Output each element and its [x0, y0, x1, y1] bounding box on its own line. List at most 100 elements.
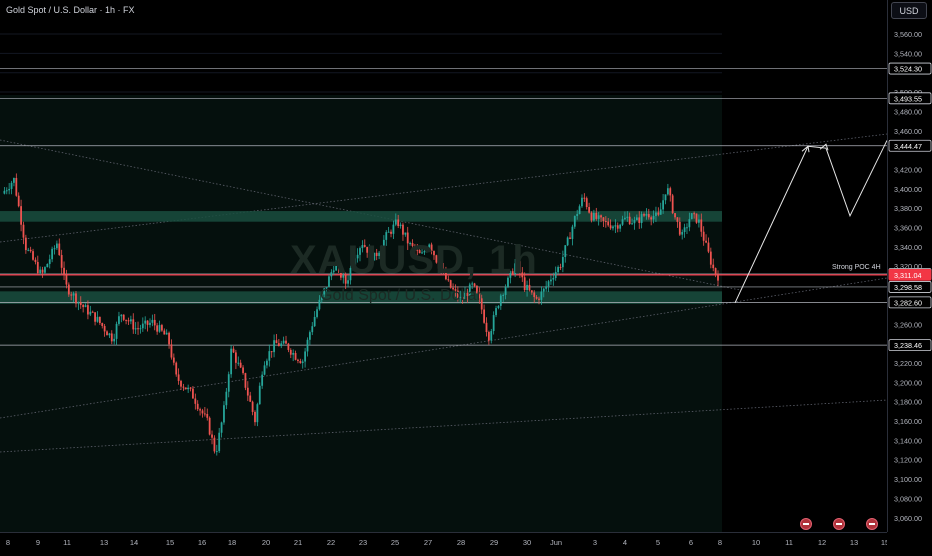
candle-body [89, 311, 92, 315]
candle-body [347, 280, 349, 284]
candle-body [542, 288, 545, 292]
candle-body [79, 302, 82, 305]
time-tick-label: 9 [36, 538, 40, 547]
level-price-label-box [888, 296, 932, 309]
candle-body [638, 217, 641, 223]
currency-button[interactable]: USD [891, 2, 927, 19]
candle-body [103, 326, 106, 332]
candle-body [397, 219, 400, 227]
time-axis[interactable]: 8 9 11 13 14 15 16 18 20 21 22 23 25 27 28 29 30 Jun 3 4 5 6 8… [0, 532, 889, 551]
candle-body [108, 333, 111, 336]
level-price-label: 3,311.04 [894, 271, 921, 280]
candle-body [170, 344, 173, 358]
candle-body [425, 249, 428, 252]
candle-body [528, 284, 531, 291]
candle-body [643, 214, 645, 216]
candle-body [335, 265, 338, 271]
candle-body [263, 365, 266, 375]
candle-body [225, 391, 228, 406]
candle-body [669, 188, 672, 196]
price-chart-canvas[interactable] [0, 0, 887, 532]
past-region-tint [0, 95, 722, 532]
candle-body [340, 266, 342, 278]
candle-body [600, 215, 602, 218]
symbol-title[interactable]: Gold Spot / U.S. Dollar · 1h · FX [6, 5, 135, 15]
candle-body [624, 217, 626, 220]
candle-body [13, 177, 15, 183]
candle-body [573, 216, 576, 227]
us-flag-event-icon[interactable] [866, 518, 878, 530]
candle-body [232, 348, 235, 353]
candle-body [323, 288, 326, 295]
candle-body [523, 277, 526, 291]
candle-body [418, 250, 421, 254]
candle-body [96, 316, 99, 322]
candle-body [390, 231, 392, 234]
candle-body [48, 259, 51, 264]
price-tick-label: 3,220.00 [894, 359, 922, 368]
price-tick-label: 3,540.00 [894, 49, 922, 58]
candle-body [688, 219, 691, 228]
candle-body [540, 291, 543, 300]
candle-body [32, 251, 34, 260]
name-watermark: Gold Spot / U.S. Dollar [320, 287, 482, 304]
poc-price-label-box [888, 268, 932, 281]
candle-body [702, 231, 705, 241]
candle-body [270, 351, 273, 353]
time-tick-label: 8 [6, 538, 10, 547]
candle-body [363, 245, 366, 247]
candle-body [34, 259, 37, 262]
candle-body [177, 374, 180, 381]
price-tick-label: 3,400.00 [894, 185, 922, 194]
candle-body [633, 220, 636, 224]
candle-body [492, 315, 495, 332]
candle-body [614, 225, 617, 227]
candle-body [454, 289, 457, 291]
candle-body [576, 214, 579, 217]
candle-body [659, 209, 662, 215]
time-tick-label: 10 [752, 538, 760, 547]
candle-body [683, 227, 686, 233]
us-flag-event-icon[interactable] [800, 518, 812, 530]
candle-body [440, 268, 443, 270]
candle-body [230, 348, 233, 375]
candle-body [301, 361, 304, 364]
us-flag-event-icon[interactable] [833, 518, 845, 530]
candle-body [609, 225, 612, 229]
candle-body [20, 206, 22, 225]
time-tick-label: 4 [623, 538, 627, 547]
candle-body [60, 255, 63, 268]
candle-body [569, 237, 571, 239]
candle-body [552, 277, 555, 280]
candle-body [201, 410, 204, 414]
candle-body [468, 284, 471, 296]
candle-body [473, 283, 476, 286]
candle-body [325, 287, 328, 289]
candle-body [413, 245, 416, 250]
candle-body [678, 221, 681, 235]
candle-body [686, 227, 688, 229]
price-tick-label: 3,380.00 [894, 204, 922, 213]
candle-body [172, 357, 175, 363]
candle-body [490, 331, 493, 341]
candle-body [208, 417, 211, 435]
candle-body [547, 281, 550, 287]
candle-body [607, 221, 610, 226]
chart-area[interactable]: Gold Spot / U.S. Dollar · 1h · FX XAUUSD… [0, 0, 887, 532]
candle-body [442, 269, 445, 272]
candle-body [8, 188, 11, 191]
candle-body [650, 217, 653, 220]
time-tick-label: 22 [327, 538, 335, 547]
price-axis[interactable]: 3,560.003,540.003,500.003,480.003,460.00… [887, 0, 932, 542]
candle-body [485, 322, 488, 333]
candle-body [647, 214, 650, 218]
candle-body [70, 294, 73, 296]
level-price-label: 3,238.46 [894, 341, 922, 350]
time-tick-label: 28 [457, 538, 465, 547]
candle-body [655, 212, 657, 216]
time-tick-label: 20 [262, 538, 270, 547]
candle-body [478, 292, 481, 299]
candle-body [645, 214, 648, 216]
time-tick-label: 21 [294, 538, 302, 547]
candle-body [595, 212, 598, 219]
